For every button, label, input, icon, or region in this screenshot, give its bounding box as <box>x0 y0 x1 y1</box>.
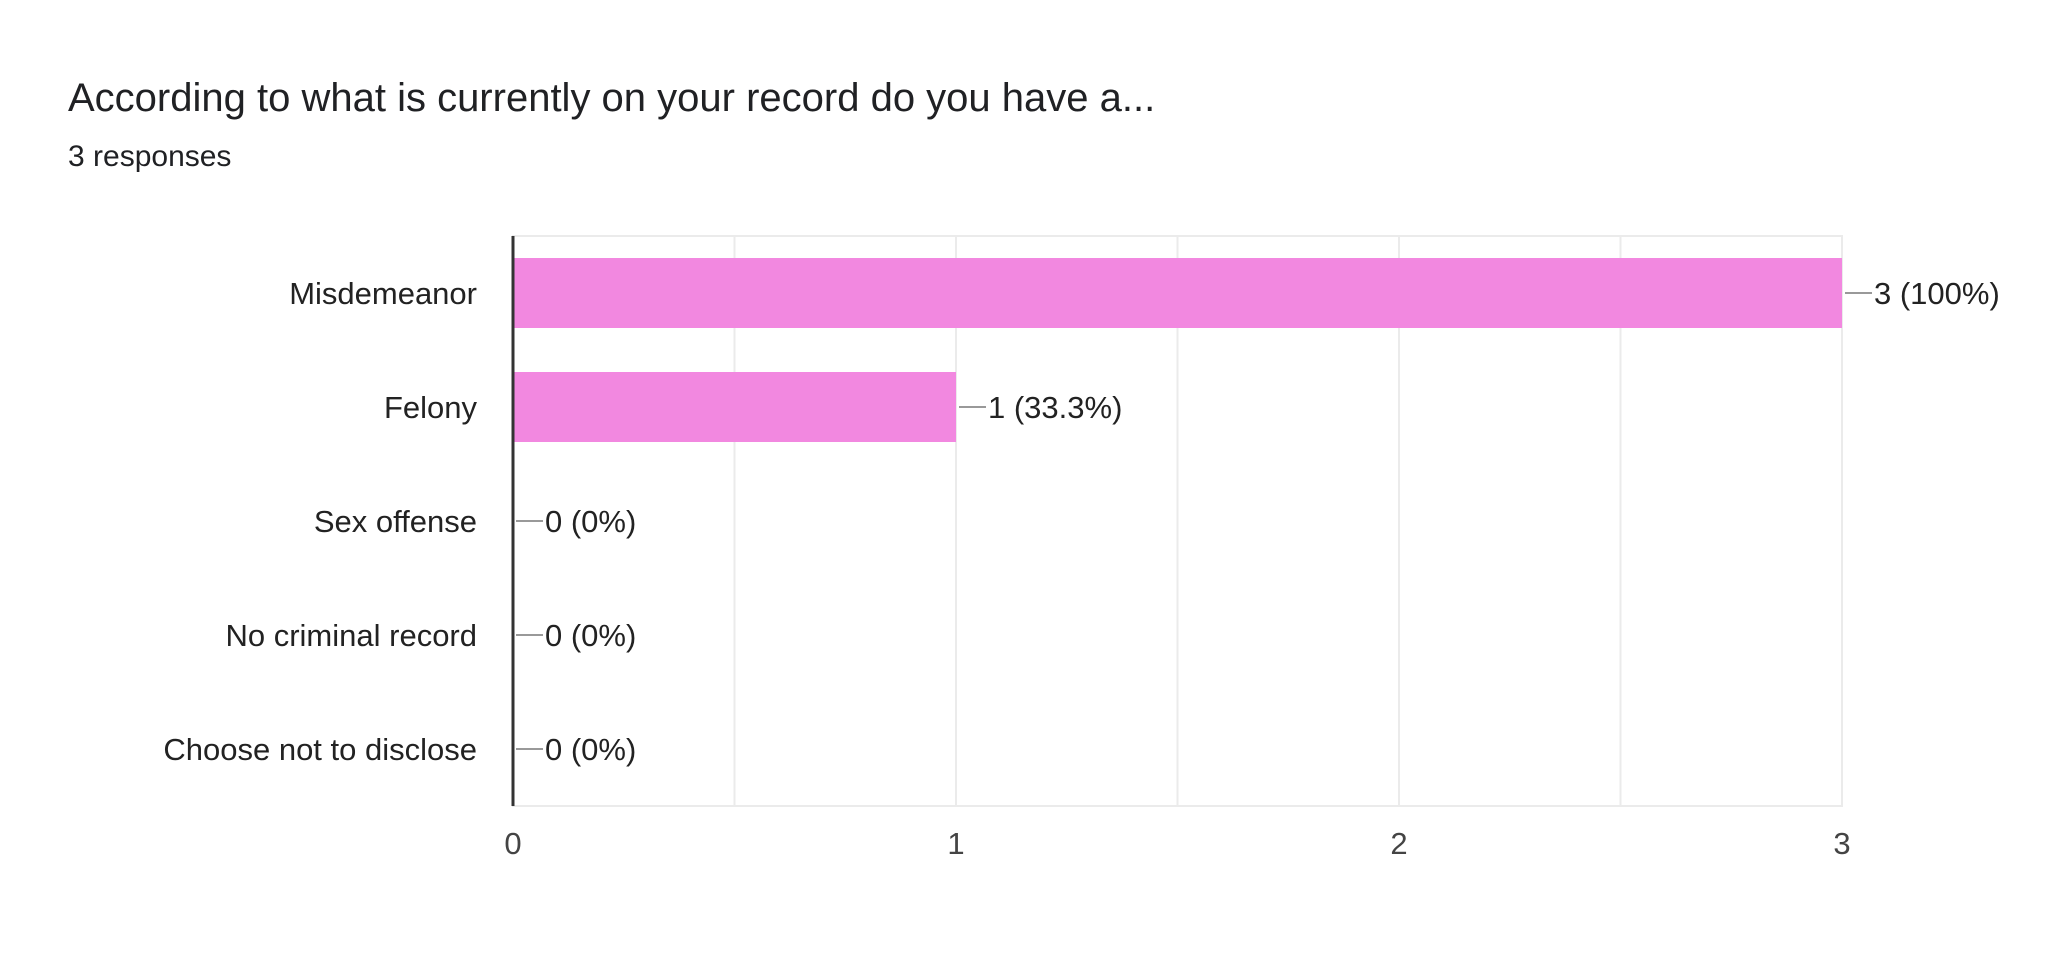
label-leaders <box>516 292 1872 750</box>
data-label: 3 (100%) <box>1874 276 2000 311</box>
bars <box>513 258 1842 442</box>
data-label: 1 (33.3%) <box>988 390 1122 425</box>
data-label: 0 (0%) <box>545 732 636 767</box>
x-tick-label: 3 <box>1833 826 1850 861</box>
category-label: No criminal record <box>225 618 477 653</box>
category-labels: Misdemeanor Felony Sex offense No criminal … <box>163 276 477 767</box>
data-label: 0 (0%) <box>545 618 636 653</box>
category-label: Felony <box>384 390 478 425</box>
x-tick-label: 0 <box>504 826 521 861</box>
category-label: Choose not to disclose <box>163 732 477 767</box>
x-tick-labels: 0 1 2 3 <box>504 826 1850 861</box>
bar <box>513 258 1842 328</box>
category-label: Sex offense <box>314 504 477 539</box>
category-label: Misdemeanor <box>289 276 477 311</box>
bar <box>513 372 956 442</box>
x-tick-label: 2 <box>1390 826 1407 861</box>
gridlines <box>733 236 1622 806</box>
data-label: 0 (0%) <box>545 504 636 539</box>
x-tick-label: 1 <box>947 826 964 861</box>
data-labels: 3 (100%) 1 (33.3%) 0 (0%) 0 (0%) 0 (0%) <box>545 276 2000 767</box>
question-title: According to what is currently on your r… <box>68 76 1156 120</box>
response-count: 3 responses <box>68 140 232 173</box>
